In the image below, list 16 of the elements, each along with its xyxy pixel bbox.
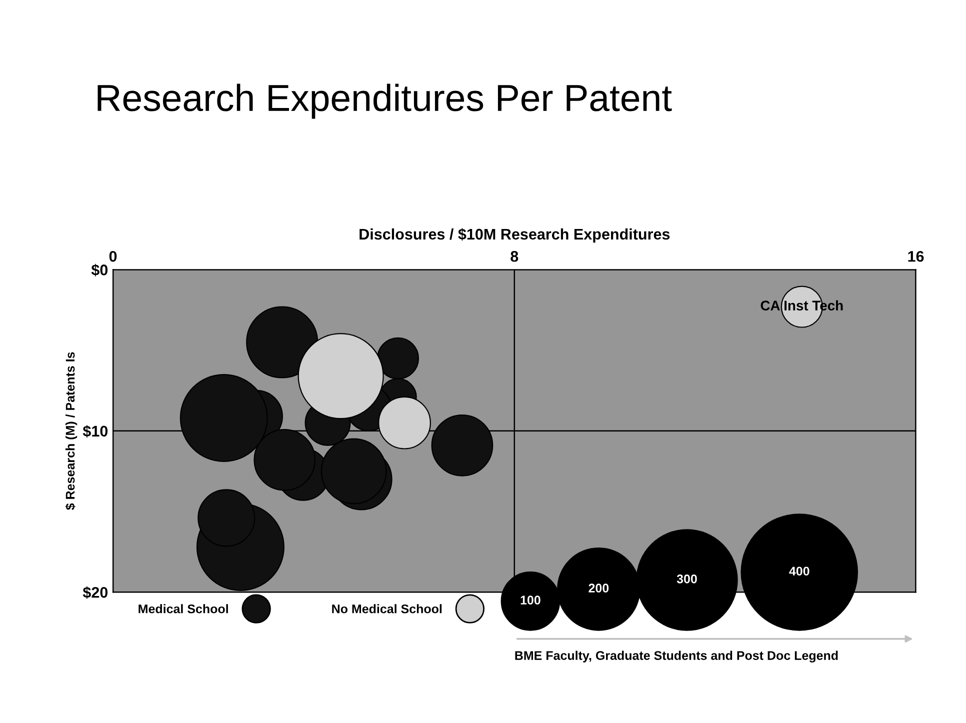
legend-label: 200 xyxy=(588,584,609,593)
legend-label: 300 xyxy=(676,574,697,584)
y-tick-label: $20 xyxy=(82,586,108,599)
y-tick-label: $0 xyxy=(91,264,108,276)
legend-label: 100 xyxy=(520,596,540,605)
text: BME Faculty, Graduate Students and Post Doc Legend xyxy=(515,650,838,662)
y-axis-title: $ Research (M) / Patents Is xyxy=(65,352,78,510)
x-tick-label: 0 xyxy=(109,250,117,262)
legend-label: Medical School xyxy=(138,604,228,614)
x-axis-title: Disclosures / $10M Research Expenditures xyxy=(360,228,670,243)
x-tick-label: 16 xyxy=(908,250,924,262)
x-tick-label: 8 xyxy=(510,250,518,262)
legend-label: No Medical School xyxy=(332,604,442,614)
chart-title: Research Expenditures Per Patent xyxy=(98,84,672,119)
legend-label: 400 xyxy=(789,566,810,576)
y-tick-label: $10 xyxy=(82,425,108,438)
